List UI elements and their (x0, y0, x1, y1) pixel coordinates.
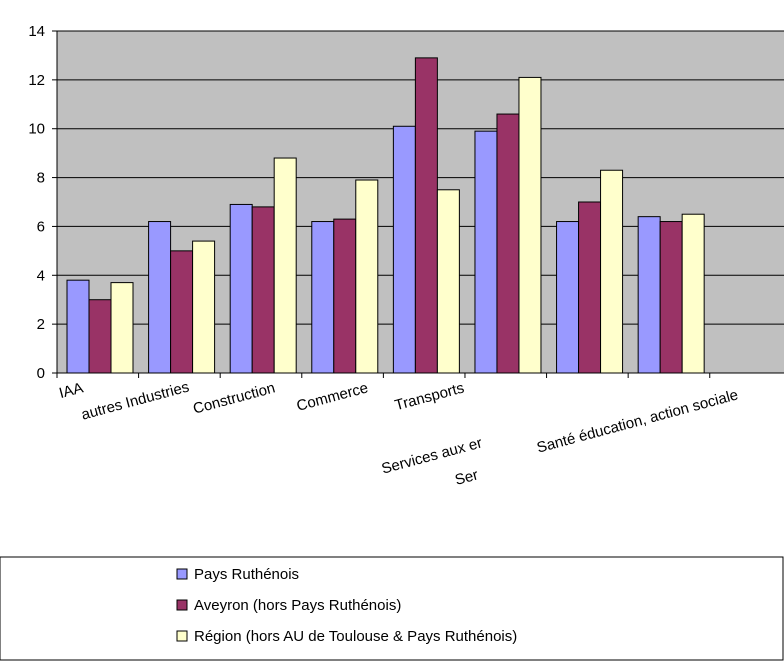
bar-1-5 (392, 125, 416, 374)
y-tick-label: 2 (37, 316, 45, 333)
bars (66, 57, 705, 374)
legend: Pays Ruthénois Aveyron (hors Pays Ruthéno… (0, 556, 784, 661)
bar-1-8 (637, 216, 661, 374)
bar-2-3 (251, 206, 275, 374)
y-tick-label: 6 (37, 218, 45, 235)
bar-1-7 (556, 221, 580, 374)
bar-1-4 (311, 221, 335, 374)
bar-1-3 (229, 203, 253, 374)
bar-2-2 (170, 250, 194, 374)
x-category-label: Santé éducation, action sociale (535, 386, 740, 456)
legend-swatch (176, 568, 188, 580)
x-category-label: IAA (57, 379, 85, 402)
bar-3-7 (600, 169, 624, 374)
legend-swatch (176, 599, 188, 611)
bar-1-6 (474, 130, 498, 374)
y-tick-label: 8 (37, 170, 45, 187)
x-category-label: Transports (393, 379, 466, 414)
axes (52, 30, 784, 378)
bar-3-3 (273, 157, 297, 374)
bar-2-8 (659, 221, 683, 374)
bar-1-2 (148, 221, 172, 374)
x-category-label: autres Industries (80, 378, 192, 423)
x-category-label: Commerce (295, 379, 370, 414)
legend-label: Région (hors AU de Toulouse & Pays Ruthé… (194, 628, 517, 645)
x-category-label: Ser (453, 466, 480, 488)
bar-2-5 (414, 57, 438, 374)
y-axis-tick-labels: 0 2 4 6 8 10 12 14 (28, 23, 45, 382)
bar-2-6 (496, 113, 520, 374)
bar-3-2 (192, 240, 216, 374)
bar-3-8 (681, 213, 705, 374)
legend-label: Pays Ruthénois (194, 566, 299, 583)
y-tick-label: 14 (28, 23, 45, 40)
y-tick-label: 0 (37, 365, 45, 382)
bar-2-1 (88, 299, 112, 374)
bar-3-5 (436, 189, 460, 374)
bar-3-4 (355, 179, 379, 374)
x-category-label: Construction (191, 379, 277, 417)
legend-box (0, 556, 784, 661)
legend-label: Aveyron (hors Pays Ruthénois) (194, 597, 401, 614)
y-tick-label: 10 (28, 121, 45, 138)
bar-1-1 (66, 279, 90, 374)
bar-2-4 (333, 218, 357, 374)
y-tick-label: 12 (28, 72, 45, 89)
bar-3-1 (110, 282, 134, 374)
legend-swatch (176, 630, 188, 642)
bar-3-6 (518, 76, 542, 374)
y-tick-label: 4 (37, 267, 45, 284)
bar-2-7 (578, 201, 602, 374)
